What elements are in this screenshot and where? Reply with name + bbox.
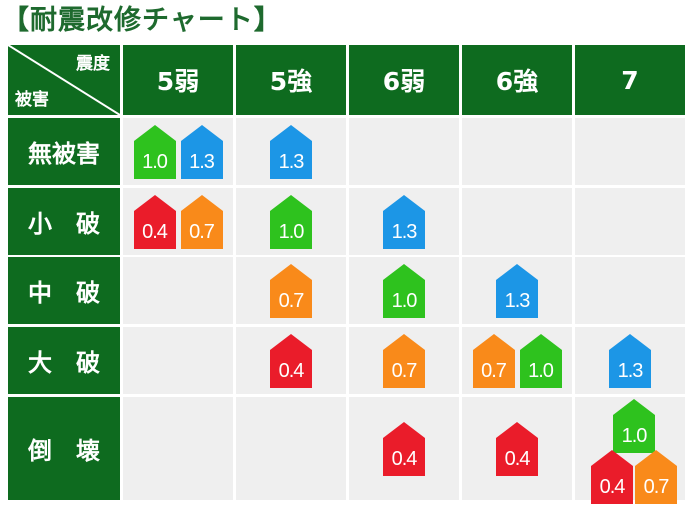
score-label: 0.7 [391, 359, 418, 382]
score-label: 1.3 [504, 289, 531, 312]
row-header: 中 破 [8, 257, 120, 324]
row-header: 無被害 [8, 118, 120, 185]
corner-intensity-label: 震度 [76, 54, 110, 74]
house-icon: 1.0 [383, 263, 425, 318]
score-label: 0.4 [599, 476, 626, 498]
column-header: 6強 [462, 45, 572, 115]
house-icon: 1.3 [180, 124, 223, 179]
column-header: 5強 [236, 45, 346, 115]
score-label: 1.3 [391, 220, 418, 243]
grid-cell [575, 118, 685, 185]
score-label: 0.4 [504, 447, 531, 470]
house-icon: 0.4 [133, 194, 176, 249]
house-icon: 1.0 [519, 333, 562, 388]
score-label: 1.3 [278, 150, 305, 173]
grid-cell [236, 397, 346, 500]
row-header: 倒 壊 [8, 397, 120, 500]
corner-damage-label: 被害 [15, 90, 49, 110]
grid-cell [575, 257, 685, 324]
house-icon: 0.4 [270, 333, 312, 388]
house-icon: 0.7 [472, 333, 515, 388]
score-label: 1.3 [617, 359, 644, 382]
house-icon: 0.4 [591, 450, 633, 504]
score-label: 0.4 [391, 447, 418, 470]
house-icon: 0.7 [635, 450, 677, 504]
house-icon: 0.4 [496, 421, 538, 476]
grid-cell [123, 397, 233, 500]
score-label: 1.3 [189, 150, 215, 173]
house-icon: 1.0 [270, 194, 312, 249]
grid-cell [575, 188, 685, 255]
house-icon: 1.3 [609, 333, 651, 388]
score-label: 0.4 [278, 359, 305, 382]
house-icon: 0.7 [270, 263, 312, 318]
score-label: 1.0 [142, 150, 168, 173]
house-icon: 1.0 [133, 124, 176, 179]
grid-cell [462, 188, 572, 255]
corner-header: 震度被害 [8, 45, 120, 115]
grid-cell [123, 257, 233, 324]
house-icon: 1.0 [613, 399, 655, 453]
house-icon: 1.3 [383, 194, 425, 249]
grid-cell [462, 118, 572, 185]
column-header: 7 [575, 45, 685, 115]
grid-cell [123, 327, 233, 394]
column-header: 5弱 [123, 45, 233, 115]
house-icon: 0.4 [383, 421, 425, 476]
score-label: 1.0 [278, 220, 305, 243]
score-label: 1.0 [528, 359, 554, 382]
score-label: 0.7 [278, 289, 305, 312]
column-header: 6弱 [349, 45, 459, 115]
score-label: 1.0 [621, 425, 648, 447]
house-icon: 1.3 [270, 124, 312, 179]
row-header: 大 破 [8, 327, 120, 394]
score-label: 0.7 [643, 476, 670, 498]
score-label: 1.0 [391, 289, 418, 312]
row-header: 小 破 [8, 188, 120, 255]
grid-cell [349, 118, 459, 185]
chart-title: 【耐震改修チャート】 [2, 5, 282, 36]
score-label: 0.7 [189, 220, 215, 243]
house-icon: 0.7 [383, 333, 425, 388]
house-icon: 0.7 [180, 194, 223, 249]
house-icon: 1.3 [496, 263, 538, 318]
score-label: 0.7 [481, 359, 507, 382]
score-label: 0.4 [142, 220, 168, 243]
